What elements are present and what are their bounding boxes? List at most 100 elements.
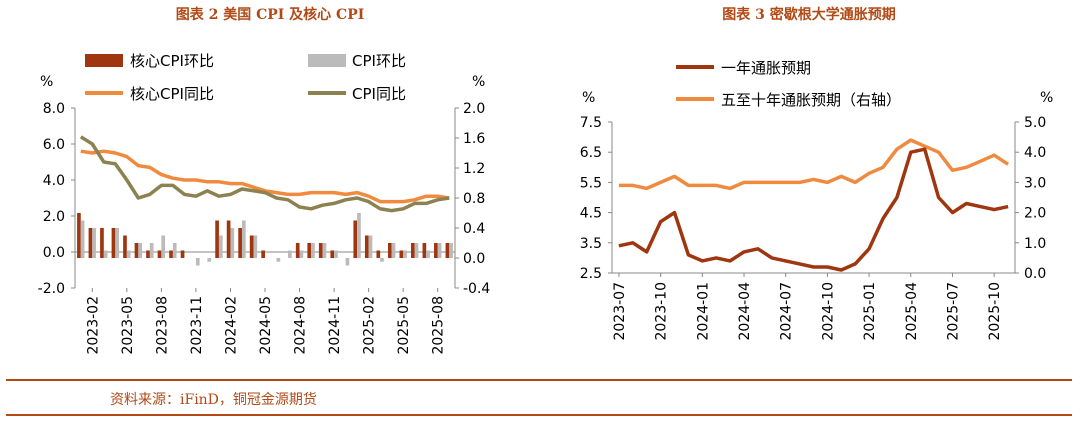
legend-label-exp-1y: 一年通胀预期 xyxy=(721,59,811,77)
core-mom-bar xyxy=(411,243,415,258)
exp-1y-line xyxy=(618,147,1009,272)
core-mom-bar xyxy=(376,250,381,258)
cpi-mom-bar xyxy=(357,213,361,258)
cpi-mom-bar xyxy=(149,243,154,258)
core-mom-bar xyxy=(134,243,139,258)
cpi-mom-bar xyxy=(276,258,281,262)
core-mom-bar xyxy=(226,220,231,258)
legend-label-cpi-yoy: CPI同比 xyxy=(352,85,406,103)
right-tick-label: -0.4 xyxy=(463,281,490,297)
cpi-mom-bar xyxy=(311,243,315,258)
cpi-mom-bar xyxy=(299,250,304,258)
core-mom-bar xyxy=(399,250,404,258)
x-tick-label: 2024-08 xyxy=(293,296,309,355)
cpi-mom-bar xyxy=(230,228,235,258)
x-tick-label: 2025-07 xyxy=(945,282,961,341)
x-tick-label: 2024-05 xyxy=(258,296,274,355)
cpi-mom-bar xyxy=(253,235,258,258)
left-tick-label: 8.0 xyxy=(43,101,65,117)
left-tick-label: 6.0 xyxy=(43,137,65,153)
cpi-mom-bar xyxy=(103,250,108,258)
right-unit-label: % xyxy=(472,74,485,90)
legend-swatch-cpi-mom xyxy=(308,54,346,67)
x-tick-label: 2025-02 xyxy=(362,296,378,355)
legend-label-exp-5-10y: 五至十年通胀预期（右轴） xyxy=(721,91,901,109)
right-tick-label: 2.0 xyxy=(1024,206,1046,222)
core-mom-bar xyxy=(261,250,265,258)
chart-title-cpi: 图表 2 美国 CPI 及核心 CPI xyxy=(175,7,365,23)
cpi-mom-bar xyxy=(195,258,200,266)
x-tick-label: 2024-11 xyxy=(327,296,343,355)
core-mom-bar xyxy=(307,243,312,258)
right-tick-label: 0.4 xyxy=(463,221,485,237)
core-mom-bar xyxy=(422,243,427,258)
left-tick-label: 2.5 xyxy=(580,266,602,282)
core-mom-bar xyxy=(77,213,81,258)
cpi-mom-bar xyxy=(414,243,419,258)
cpi-mom-bar xyxy=(288,250,292,258)
left-tick-label: -2.0 xyxy=(38,281,65,297)
core-mom-bar xyxy=(169,250,173,258)
cpi-mom-bar xyxy=(391,243,396,258)
right-tick-label: 2.0 xyxy=(463,101,485,117)
right-tick-label: 1.2 xyxy=(463,161,485,177)
core-mom-bar xyxy=(330,250,335,258)
x-tick-label: 2024-04 xyxy=(737,282,753,341)
cpi-mom-bar xyxy=(161,235,166,258)
x-tick-label: 2023-07 xyxy=(612,282,628,341)
left-tick-label: 6.5 xyxy=(580,145,602,161)
cpi-mom-bar xyxy=(322,243,327,258)
cpi-mom-bar xyxy=(172,243,177,258)
core-mom-bar xyxy=(157,250,162,258)
core-mom-bar xyxy=(318,243,323,258)
cpi-mom-bar xyxy=(345,258,350,266)
x-tick-label: 2025-08 xyxy=(431,296,447,355)
core-mom-bar xyxy=(434,243,438,258)
left-unit-label: % xyxy=(40,74,53,90)
michigan-chart: 2.5 3.5 4.5 5.5 6.5 7.5 0.0 1.0 2.0 3.0 4.0 5.0% % 20… xyxy=(580,59,1054,341)
core-mom-bar xyxy=(295,243,300,258)
right-tick-label: 1.0 xyxy=(1024,236,1046,252)
exp-5-10y-line xyxy=(618,138,1010,191)
legend-label-cpi-mom: CPI环比 xyxy=(352,52,406,70)
cpi-mom-bar xyxy=(380,258,384,262)
left-tick-label: 2.0 xyxy=(43,209,65,225)
right-tick-label: 1.6 xyxy=(463,131,485,147)
legend-swatch-core-mom xyxy=(85,54,123,67)
left-tick-label: 3.5 xyxy=(580,236,602,252)
right-tick-label: 4.0 xyxy=(1024,145,1046,161)
cpi-mom-bar xyxy=(115,228,119,258)
core-mom-bar xyxy=(364,235,369,258)
right-tick-label: 5.0 xyxy=(1024,115,1046,131)
right-tick-label: 0.8 xyxy=(463,191,485,207)
core-mom-bar xyxy=(353,220,358,258)
right-unit-label: % xyxy=(1040,90,1053,106)
core-mom-bar xyxy=(215,220,219,258)
cpi-mom-bar xyxy=(426,250,430,258)
chart-title-michigan: 图表 3 密歇根大学通胀预期 xyxy=(722,7,896,23)
cpi-chart: -2.0 0.0 2.0 4.0 6.0 8.0 -0.4 0.0 0.4 0.8 1.2 1.6 2.… xyxy=(38,52,491,355)
footer-rule-top xyxy=(6,379,1072,381)
right-tick-label: 3.0 xyxy=(1024,175,1046,191)
left-tick-label: 4.0 xyxy=(43,173,65,189)
legend-label-core-yoy: 核心CPI同比 xyxy=(130,85,214,103)
core-mom-bar xyxy=(249,235,254,258)
x-tick-label: 2024-07 xyxy=(779,282,795,341)
cpi-mom-bar xyxy=(92,228,96,258)
cpi-mom-bar xyxy=(207,258,212,262)
core-mom-bar xyxy=(111,228,116,258)
core-mom-bar xyxy=(146,250,150,258)
x-tick-label: 2023-10 xyxy=(654,282,670,341)
left-unit-label: % xyxy=(582,90,595,106)
cpi-mom-bar xyxy=(449,243,453,258)
core-mom-bar xyxy=(123,235,127,258)
x-tick-label: 2023-05 xyxy=(120,296,136,355)
core-mom-bar xyxy=(88,228,93,258)
x-tick-label: 2024-01 xyxy=(695,282,711,341)
core-mom-bar xyxy=(180,250,185,258)
x-tick-label: 2025-04 xyxy=(904,282,920,341)
cpi-yoy-line xyxy=(79,135,450,213)
core-mom-bar xyxy=(100,228,104,258)
cpi-mom-bar xyxy=(334,250,338,258)
x-tick-label: 2025-10 xyxy=(987,282,1003,341)
